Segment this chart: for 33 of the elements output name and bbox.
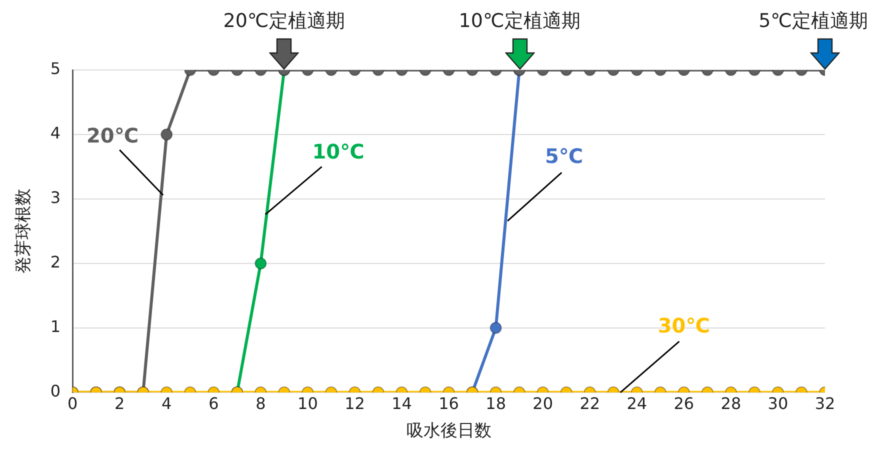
x-tick-label: 30 [768,394,788,414]
x-tick-label: 32 [814,394,836,414]
x-tick-label: 0 [67,394,78,414]
x-tick-label: 8 [256,394,266,414]
text: 10℃定植適期 [458,10,580,32]
y-tick-label: 5 [50,59,61,78]
text: 20℃定植適期 [223,10,345,32]
text: 30℃ [658,313,710,338]
point [254,257,267,270]
x-tick-label: 26 [674,394,694,414]
x-tick-label: 10 [298,394,318,414]
x-tick-label: 22 [580,394,600,414]
y-tick-label: 0 [50,382,61,401]
x-tick-label: 18 [486,394,506,414]
y-tick-label: 3 [50,188,61,208]
text: 5℃定植適期 [758,10,868,32]
series-label: 20℃ [86,123,139,148]
x-tick-label: 20 [532,394,554,414]
x-tick-label: 16 [438,394,459,414]
x-tick-label: 6 [208,394,219,414]
x-tick-label: 14 [392,394,412,414]
x-tick-label: 12 [344,394,365,414]
x-tick-label: 4 [162,394,172,414]
y-tick-label: 1 [50,317,61,336]
series-label: 10℃ [312,139,364,164]
x-tick-label: 24 [626,394,648,414]
y-tick-label: 4 [50,124,61,143]
y-axis-title: 発芽球根数 [14,188,34,274]
x-tick-label: 2 [114,394,125,414]
series-label: 5℃ [544,144,584,168]
x-tick-label: 28 [720,394,742,414]
y-tick-label: 2 [50,252,61,272]
x-axis-title: 吸水後日数 [406,421,492,442]
